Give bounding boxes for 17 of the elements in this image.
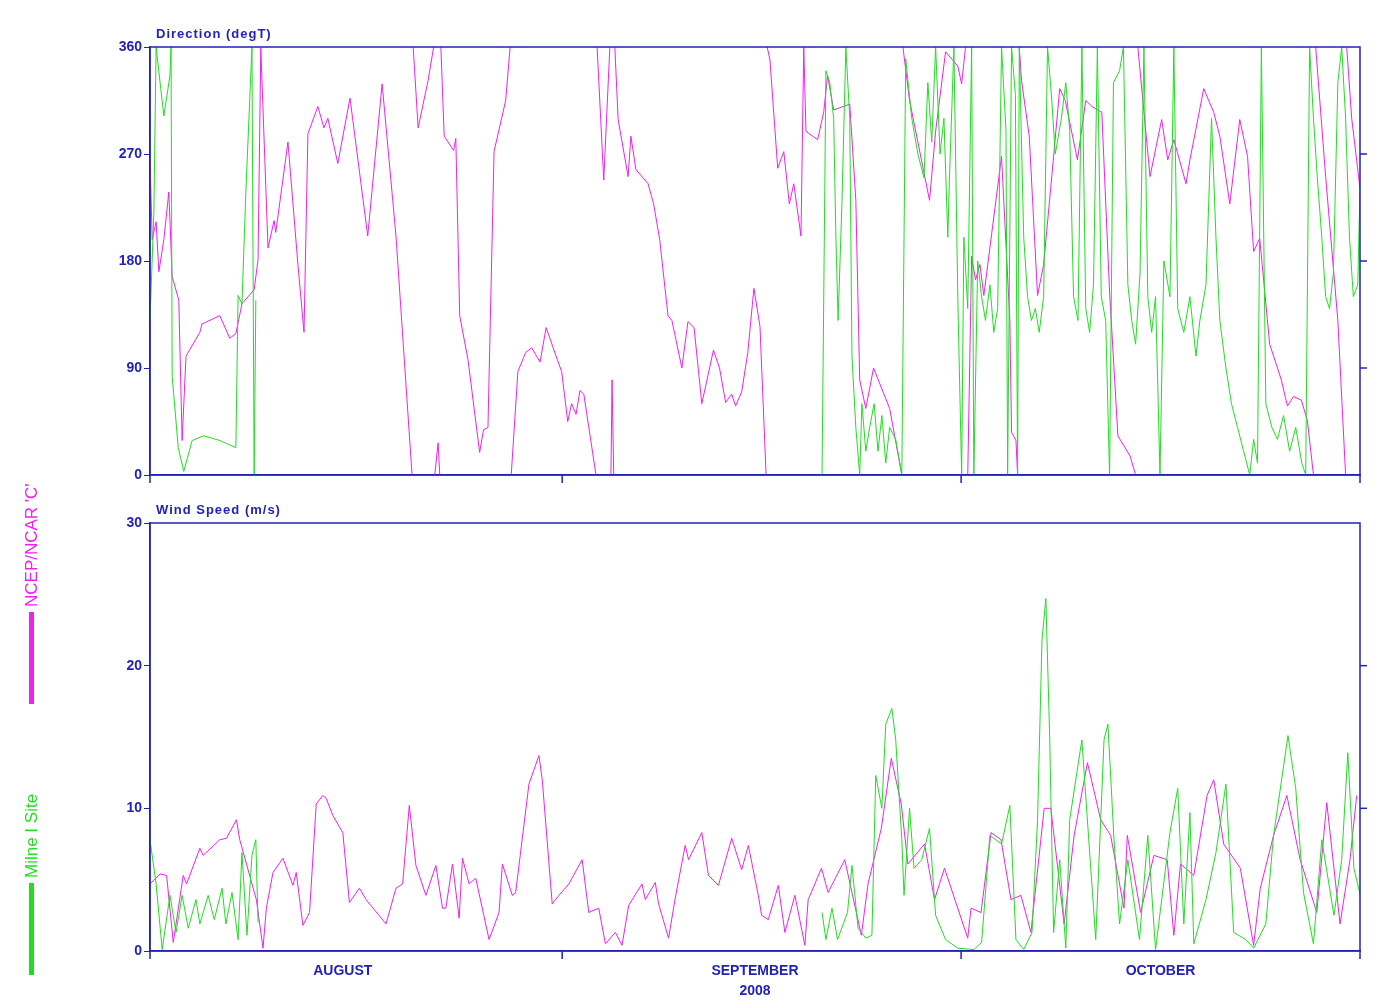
y-tick-label: 270 xyxy=(118,144,143,161)
y-tick-label: 90 xyxy=(126,358,143,375)
y-tick-label: 0 xyxy=(134,941,143,958)
text: Milne I Site xyxy=(22,793,42,878)
x-tick-label: SEPTEMBER xyxy=(711,962,799,979)
y-tick-label: 30 xyxy=(126,513,143,530)
y-tick-label: 360 xyxy=(118,37,143,54)
text: NCEP/NCAR 'C' xyxy=(22,483,42,607)
y-axis-title: Direction (degT) xyxy=(156,25,272,41)
x-tick-label: OCTOBER xyxy=(1125,962,1196,979)
y-axis-title: Wind Speed (m/s) xyxy=(156,501,281,517)
y-tick-label: 0 xyxy=(134,465,143,482)
y-tick-label: 10 xyxy=(126,799,143,816)
y-tick-label: 180 xyxy=(118,251,143,268)
x-axis-title: 2008 xyxy=(739,982,771,999)
y-tick-label: 20 xyxy=(126,656,143,673)
x-tick-label: AUGUST xyxy=(313,962,373,979)
